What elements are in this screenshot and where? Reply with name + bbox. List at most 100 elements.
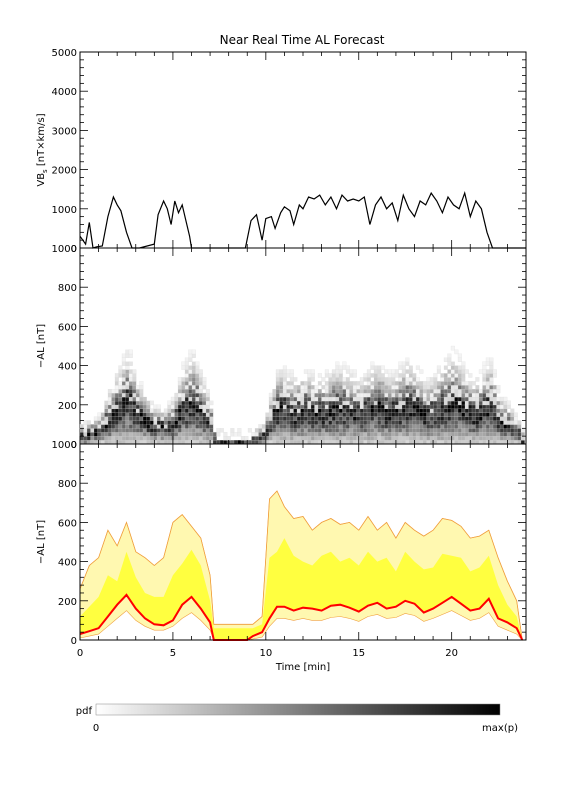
al-pdf-heatmap-cell	[177, 408, 182, 413]
al-pdf-heatmap-cell	[373, 412, 378, 417]
al-pdf-heatmap-cell	[132, 412, 137, 417]
al-pdf-heatmap-cell	[191, 424, 196, 429]
al-pdf-heatmap-cell	[482, 396, 487, 402]
al-pdf-heatmap-cell	[464, 420, 469, 425]
al-pdf-heatmap-cell	[279, 404, 284, 409]
al-pdf-heatmap-cell	[212, 436, 217, 441]
al-pdf-heatmap-cell	[139, 420, 144, 425]
al-pdf-heatmap-cell	[307, 412, 312, 417]
al-pdf-heatmap-cell	[454, 381, 459, 386]
al-pdf-heatmap-cell	[352, 408, 357, 413]
al-pdf-heatmap-cell	[289, 396, 294, 402]
al-pdf-heatmap-cell	[321, 424, 326, 429]
al-pdf-heatmap-cell	[272, 432, 277, 437]
al-pdf-heatmap-cell	[142, 424, 147, 429]
al-pdf-heatmap-cell	[454, 389, 459, 394]
al-pdf-heatmap-cell	[457, 432, 462, 437]
x-axis-label: Time [min]	[275, 662, 330, 673]
al-pdf-heatmap-cell	[384, 436, 389, 441]
al-pdf-heatmap-cell	[265, 432, 270, 437]
al-pdf-heatmap-cell	[338, 424, 343, 429]
al-pdf-heatmap-cell	[443, 396, 448, 402]
al-pdf-heatmap-cell	[408, 428, 413, 433]
al-pdf-heatmap-cell	[405, 400, 410, 406]
al-pdf-heatmap-cell	[478, 420, 483, 425]
al-pdf-heatmap-cell	[114, 416, 119, 421]
al-pdf-heatmap-cell	[279, 416, 284, 421]
al-pdf-heatmap-cell	[209, 416, 214, 421]
al-pdf-heatmap-cell	[279, 373, 284, 378]
al-pdf-heatmap-cell	[468, 392, 473, 398]
al-pdf-heatmap-cell	[478, 408, 483, 413]
al-pdf-heatmap-cell	[181, 420, 186, 425]
al-pdf-heatmap-cell	[387, 416, 392, 421]
al-pdf-heatmap-cell	[265, 420, 270, 425]
al-pdf-heatmap-cell	[188, 424, 193, 429]
al-pdf-heatmap-cell	[412, 381, 417, 386]
al-pdf-heatmap-cell	[394, 385, 399, 390]
al-pdf-heatmap-cell	[293, 392, 298, 398]
al-pdf-heatmap-cell	[226, 436, 231, 441]
al-pdf-heatmap-cell	[464, 412, 469, 417]
al-pdf-heatmap-cell	[293, 428, 298, 433]
al-pdf-heatmap-cell	[496, 389, 501, 394]
al-pdf-heatmap-cell	[181, 365, 186, 370]
al-pdf-heatmap-cell	[370, 416, 375, 421]
al-pdf-heatmap-cell	[489, 389, 494, 394]
al-pdf-heatmap-cell	[352, 381, 357, 386]
al-pdf-heatmap-cell	[125, 385, 130, 390]
al-pdf-heatmap-cell	[104, 436, 109, 441]
al-pdf-heatmap-cell	[198, 369, 203, 374]
al-pdf-heatmap-cell	[153, 436, 158, 441]
al-pdf-heatmap-cell	[482, 436, 487, 441]
al-pdf-heatmap-cell	[300, 412, 305, 417]
al-pdf-heatmap-cell	[293, 400, 298, 406]
al-pdf-heatmap-cell	[314, 385, 319, 390]
al-pdf-heatmap-cell	[471, 432, 476, 437]
al-pdf-heatmap-cell	[359, 404, 364, 409]
al-pdf-heatmap-cell	[104, 408, 109, 413]
al-pdf-heatmap-cell	[352, 369, 357, 374]
al-pdf-heatmap-cell	[114, 420, 119, 425]
al-pdf-heatmap-cell	[111, 420, 116, 425]
al-pdf-y-tick-label: 800	[58, 283, 77, 294]
al-pdf-heatmap-cell	[93, 436, 98, 441]
al-pdf-heatmap-cell	[272, 428, 277, 433]
al-pdf-heatmap-cell	[489, 416, 494, 421]
al-pdf-heatmap-cell	[405, 369, 410, 374]
al-pdf-heatmap-cell	[415, 385, 420, 390]
al-pdf-heatmap-cell	[146, 428, 151, 433]
al-pdf-heatmap-cell	[125, 396, 130, 402]
al-pdf-heatmap-cell	[293, 377, 298, 382]
al-pdf-heatmap-cell	[419, 369, 424, 374]
al-pdf-heatmap-cell	[499, 408, 504, 413]
al-pdf-heatmap-cell	[380, 400, 385, 406]
al-pdf-heatmap-cell	[324, 428, 329, 433]
al-pdf-heatmap-cell	[335, 373, 340, 378]
al-pdf-heatmap-cell	[181, 377, 186, 382]
al-pdf-heatmap-cell	[191, 381, 196, 386]
al-pdf-heatmap-cell	[485, 381, 490, 386]
al-pdf-heatmap-cell	[398, 385, 403, 390]
al-pdf-heatmap-cell	[139, 404, 144, 409]
al-pdf-heatmap-cell	[188, 369, 193, 374]
al-pdf-heatmap-cell	[366, 392, 371, 398]
al-pdf-heatmap-cell	[209, 432, 214, 437]
al-pdf-heatmap-cell	[198, 404, 203, 409]
al-pdf-heatmap-cell	[170, 416, 175, 421]
al-pdf-heatmap-cell	[513, 436, 518, 441]
al-pdf-heatmap-cell	[191, 373, 196, 378]
al-pdf-heatmap-cell	[468, 420, 473, 425]
al-pdf-heatmap-cell	[384, 377, 389, 382]
al-pdf-heatmap-cell	[230, 428, 235, 433]
al-pdf-heatmap-cell	[191, 361, 196, 366]
al-pdf-heatmap-cell	[331, 385, 336, 390]
al-pdf-heatmap-cell	[135, 396, 140, 402]
al-pdf-heatmap-cell	[265, 428, 270, 433]
al-pdf-heatmap-cell	[370, 404, 375, 409]
al-pdf-heatmap-cell	[342, 377, 347, 382]
al-pdf-heatmap-cell	[450, 345, 455, 351]
al-pdf-heatmap-cell	[310, 396, 315, 402]
al-pdf-heatmap-cell	[419, 432, 424, 437]
